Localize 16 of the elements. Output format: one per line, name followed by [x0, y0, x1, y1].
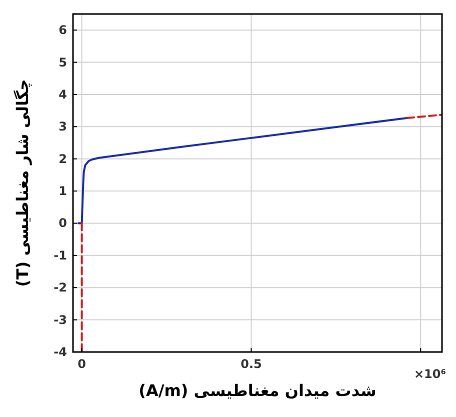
x-axis-title: شدت میدان مغناطیسی (A/m)	[138, 381, 376, 400]
y-tick-label: 4	[58, 87, 67, 102]
y-tick-label: -1	[54, 248, 67, 262]
y-tick-label: 3	[58, 120, 67, 134]
y-tick-label: -3	[54, 312, 67, 327]
y-tick-label: 1	[58, 184, 67, 198]
y-tick-label: 0	[58, 216, 67, 230]
y-tick-label: -2	[54, 280, 67, 295]
x-tick-label: 0.5	[240, 357, 262, 371]
y-tick-label: 2	[58, 152, 67, 166]
y-tick-label: 5	[58, 55, 67, 70]
y-tick-label: -4	[54, 345, 67, 359]
y-axis-title: چگالی شار مغناطیسی (T)	[13, 79, 32, 287]
text: ×10⁶	[414, 367, 446, 381]
line-series	[77, 116, 408, 224]
y-tick-label: 6	[58, 23, 67, 38]
